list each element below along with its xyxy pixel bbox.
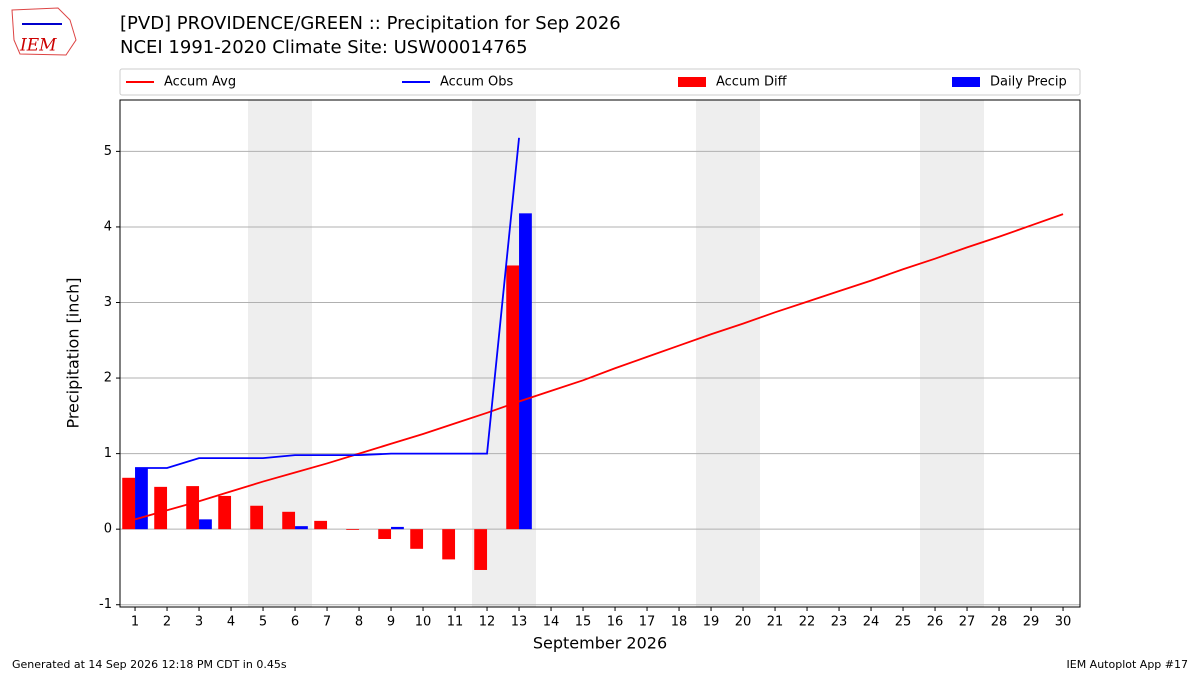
x-tick-label: 23	[831, 615, 848, 630]
bar	[295, 526, 308, 530]
x-tick-label: 13	[511, 615, 528, 630]
weekend-band	[248, 100, 312, 607]
x-tick-label: 4	[227, 615, 235, 630]
x-tick-label: 6	[291, 615, 299, 630]
x-axis-label: September 2026	[533, 634, 667, 653]
bar	[506, 265, 520, 530]
x-tick-label: 12	[479, 615, 496, 630]
bar	[378, 529, 392, 539]
x-tick-label: 9	[387, 615, 395, 630]
y-axis-label: Precipitation [inch]	[64, 277, 83, 428]
bar	[410, 529, 424, 549]
x-tick-label: 21	[767, 615, 784, 630]
weekend-band	[696, 100, 760, 607]
y-tick-label: 1	[104, 446, 112, 461]
footer-right: IEM Autoplot App #17	[1067, 658, 1189, 671]
line	[134, 213, 1064, 521]
line	[135, 137, 520, 469]
legend-label: Accum Diff	[716, 75, 788, 90]
legend: Accum Avg Accum Obs Accum Diff Daily Precip	[126, 75, 1067, 90]
legend-label: Accum Obs	[440, 75, 513, 90]
x-tick-label: 1	[131, 615, 139, 630]
y-tick-label: 4	[104, 219, 112, 234]
x-tick-label: 28	[991, 615, 1008, 630]
weekend-band	[920, 100, 984, 607]
x-tick-label: 7	[323, 615, 331, 630]
bar	[199, 519, 212, 530]
bar	[391, 526, 404, 530]
x-tick-label: 17	[639, 615, 656, 630]
x-tick-label: 3	[195, 615, 203, 630]
x-tick-label: 11	[447, 615, 464, 630]
bar	[135, 467, 148, 530]
x-tick-label: 19	[703, 615, 720, 630]
bar	[519, 213, 532, 530]
legend-box	[119, 68, 1081, 96]
x-tick-label: 18	[671, 615, 688, 630]
weekend-shading	[248, 100, 984, 607]
chart-title: [PVD] PROVIDENCE/GREEN :: Precipitation …	[120, 13, 621, 34]
x-tick-label: 22	[799, 615, 816, 630]
x-tick-label: 14	[543, 615, 560, 630]
legend-label: Daily Precip	[990, 75, 1067, 90]
legend-label: Accum Avg	[164, 75, 236, 90]
bar	[250, 505, 264, 530]
x-tick-label: 10	[415, 615, 432, 630]
bar	[122, 477, 136, 530]
legend-swatch	[952, 77, 980, 87]
x-tick-label: 25	[895, 615, 912, 630]
bar	[282, 511, 296, 530]
x-tick-label: 16	[607, 615, 624, 630]
x-tick-label: 8	[355, 615, 363, 630]
legend-swatch	[678, 77, 706, 87]
x-tick-label: 15	[575, 615, 592, 630]
logo-outline	[11, 7, 77, 56]
x-tick-label: 29	[1023, 615, 1040, 630]
bar	[154, 486, 168, 530]
y-tick-label: 2	[104, 371, 112, 386]
x-tick-label: 24	[863, 615, 880, 630]
bar	[474, 529, 488, 570]
x-tick-label: 20	[735, 615, 752, 630]
x-tick-label: 27	[959, 615, 976, 630]
y-tick-label: -1	[99, 597, 112, 612]
y-tick-label: 5	[104, 144, 112, 159]
x-tick-label: 2	[163, 615, 171, 630]
bar	[442, 529, 456, 560]
bar	[346, 529, 360, 530]
footer-left: Generated at 14 Sep 2026 12:18 PM CDT in…	[12, 658, 287, 671]
x-tick-label: 5	[259, 615, 267, 630]
logo-text: IEM	[19, 36, 57, 56]
logo: IEM	[11, 7, 77, 56]
bar	[314, 520, 328, 530]
x-tick-label: 30	[1055, 615, 1072, 630]
y-tick-label: 3	[104, 295, 112, 310]
y-tick-label: 0	[104, 522, 112, 537]
bar	[186, 486, 200, 530]
plot-frame	[119, 99, 1081, 608]
bar	[218, 495, 232, 530]
x-tick-label: 26	[927, 615, 944, 630]
chart-subtitle: NCEI 1991-2020 Climate Site: USW00014765	[120, 37, 528, 58]
